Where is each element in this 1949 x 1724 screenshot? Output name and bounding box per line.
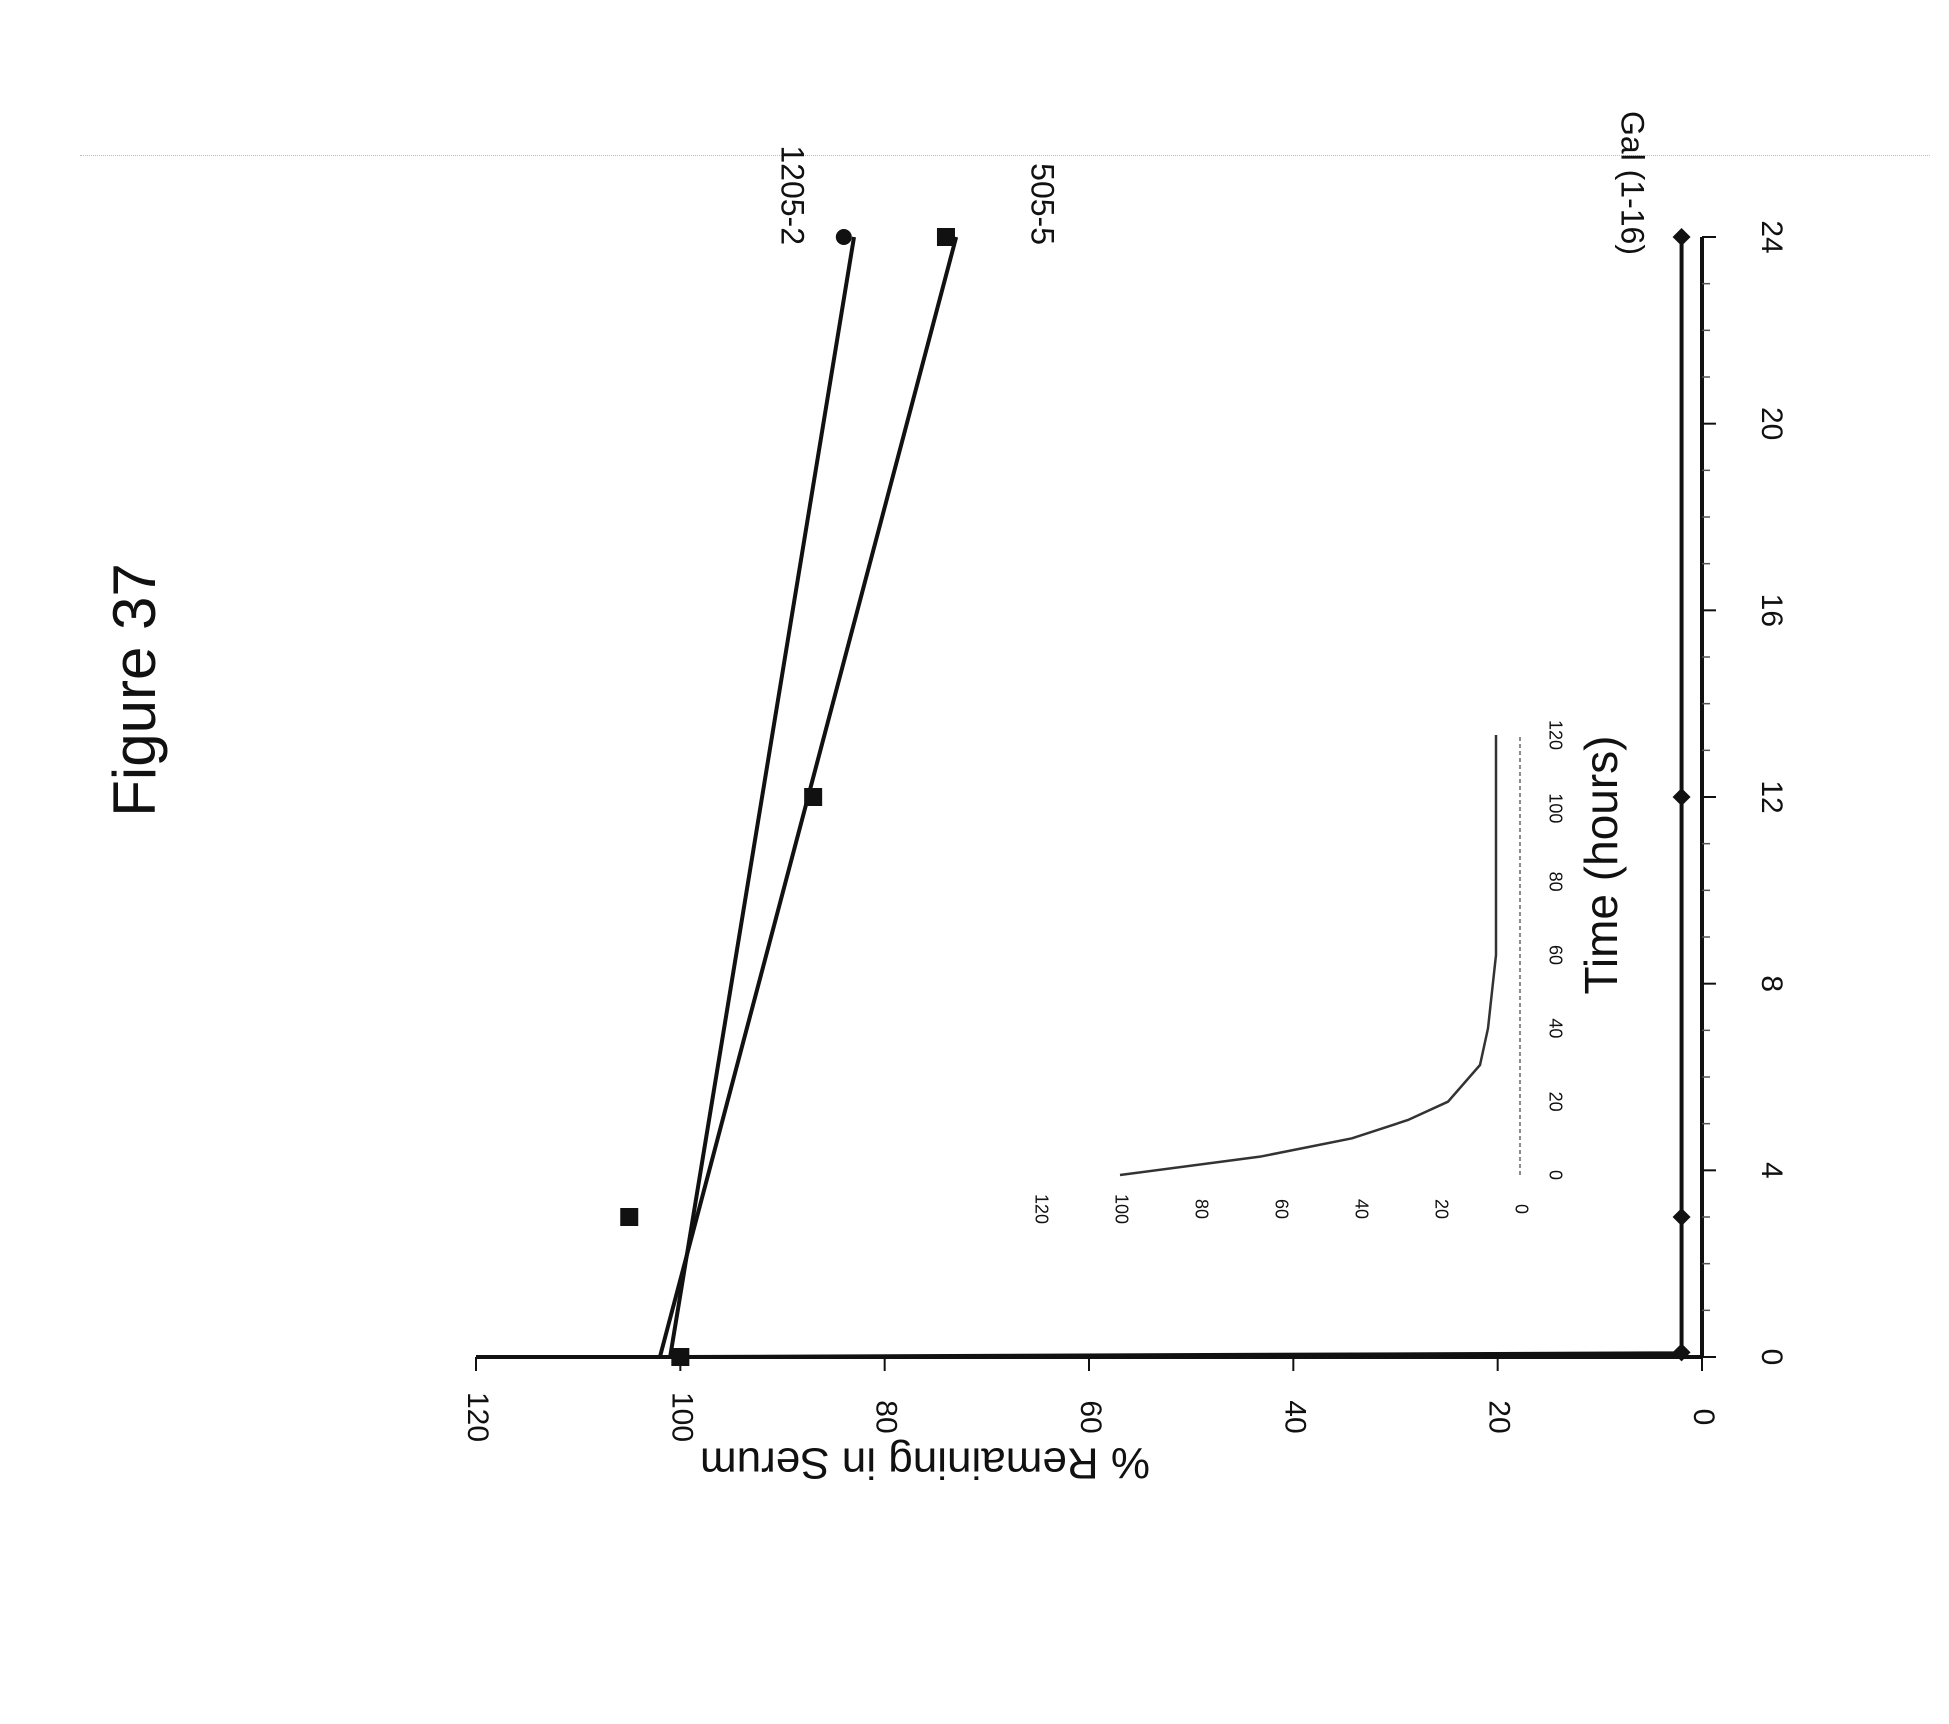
main-axes	[476, 237, 1716, 1371]
inset-x-tick-label: 20	[1545, 1092, 1565, 1112]
inset-y-tick-label: 0	[1511, 1204, 1531, 1214]
inset-series	[1120, 735, 1496, 1175]
inset-x-tick-label: 40	[1545, 1018, 1565, 1038]
y-tick-label: 40	[1278, 1400, 1311, 1433]
x-tick-label: 12	[1755, 780, 1788, 813]
inset-x-tick-label: 60	[1545, 945, 1565, 965]
inset-x-tick-label: 120	[1545, 720, 1565, 750]
y-tick-label: 20	[1483, 1400, 1516, 1433]
data-point	[804, 788, 822, 806]
y-tick-label: 100	[665, 1392, 698, 1442]
main-labels: 0 4 8 12 16 20 24 0 20 40 60 80 100 120 Time (hours) % …	[461, 111, 1788, 1487]
x-tick-label: 8	[1755, 975, 1788, 992]
series-label: Gal (1-16)	[1615, 111, 1651, 255]
x-tick-label: 0	[1755, 1349, 1788, 1366]
data-point	[836, 229, 852, 245]
y-tick-label: 0	[1687, 1409, 1720, 1426]
series-label: 1205-2	[775, 145, 811, 245]
data-point	[1673, 788, 1691, 806]
data-point	[1673, 1208, 1691, 1226]
x-tick-label: 24	[1755, 220, 1788, 253]
series-label: 505-5	[1025, 163, 1061, 245]
inset-x-tick-label: 100	[1545, 793, 1565, 823]
y-tick-label: 80	[870, 1400, 903, 1433]
main-series	[620, 228, 1690, 1366]
inset-y-tick-label: 20	[1431, 1199, 1451, 1219]
data-point	[937, 228, 955, 246]
series-line	[670, 237, 854, 1357]
x-tick-label: 16	[1755, 594, 1788, 627]
data-point	[620, 1208, 638, 1226]
inset-y-tick-label: 40	[1351, 1199, 1371, 1219]
y-tick-label: 120	[461, 1392, 494, 1442]
inset-y-tick-label: 100	[1111, 1194, 1131, 1224]
inset-y-tick-label: 80	[1191, 1199, 1211, 1219]
x-axis-title: Time (hours)	[1575, 736, 1627, 995]
y-axis-title: % Remaining in Serum	[700, 1438, 1150, 1487]
series-line	[680, 237, 1681, 1357]
main-plot: 0 4 8 12 16 20 24 0 20 40 60 80 100 120 Time (hours) % …	[461, 111, 1788, 1487]
inset-x-tick-label: 80	[1545, 872, 1565, 892]
data-point	[1673, 228, 1691, 246]
inset-plot: 0 20 40 60 80 100 120 0 20 40 60 80 100 120	[1031, 720, 1565, 1224]
inset-curve	[1120, 735, 1496, 1175]
x-tick-label: 4	[1755, 1162, 1788, 1179]
inset-y-tick-label: 120	[1031, 1194, 1051, 1224]
x-tick-label: 20	[1755, 407, 1788, 440]
inset-x-tick-label: 0	[1545, 1170, 1565, 1180]
y-tick-label: 60	[1074, 1400, 1107, 1433]
inset-y-tick-label: 60	[1271, 1199, 1291, 1219]
